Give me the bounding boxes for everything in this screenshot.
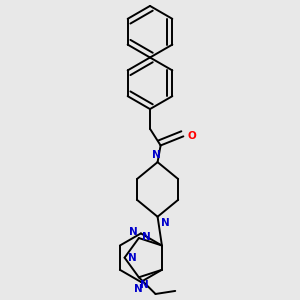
Text: N: N bbox=[140, 280, 149, 290]
Text: N: N bbox=[128, 227, 137, 237]
Text: N: N bbox=[134, 284, 143, 294]
Text: N: N bbox=[161, 218, 170, 228]
Text: N: N bbox=[152, 150, 161, 160]
Text: N: N bbox=[142, 232, 151, 242]
Text: N: N bbox=[128, 253, 136, 263]
Text: O: O bbox=[187, 131, 196, 141]
